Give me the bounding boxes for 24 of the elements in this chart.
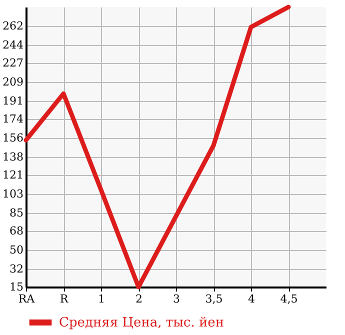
y-tick-label: 174 [2, 112, 24, 126]
y-tick-label: 262 [2, 20, 24, 33]
y-tick-label: 227 [2, 56, 24, 70]
y-tick-label: 156 [2, 132, 24, 145]
y-tick-label: 32 [10, 262, 24, 276]
y-tick-label: 191 [2, 94, 24, 108]
y-tick-label: 50 [10, 244, 24, 257]
x-tick-label: 3,5 [205, 292, 223, 306]
y-tick-label: 68 [10, 224, 24, 238]
x-tick-label: RA [18, 292, 36, 306]
y-tick-label: 121 [2, 168, 24, 182]
x-tick-label: 4 [248, 292, 255, 306]
x-tick-label: 2 [136, 292, 142, 306]
y-tick-label: 244 [2, 38, 24, 52]
y-tick-label: 138 [2, 150, 24, 164]
y-tick-label: 103 [2, 188, 24, 201]
y-tick-label: 15 [10, 280, 24, 294]
x-tick-label: R [60, 292, 69, 306]
x-tick-label: 3 [173, 292, 180, 306]
x-tick-label: 1 [98, 292, 105, 306]
y-tick-label: 209 [2, 76, 24, 89]
y-tick-label: 85 [10, 206, 24, 220]
x-tick-label: 4,5 [280, 292, 298, 306]
legend-label: Средняя Цена, тыс. йен [59, 316, 224, 330]
